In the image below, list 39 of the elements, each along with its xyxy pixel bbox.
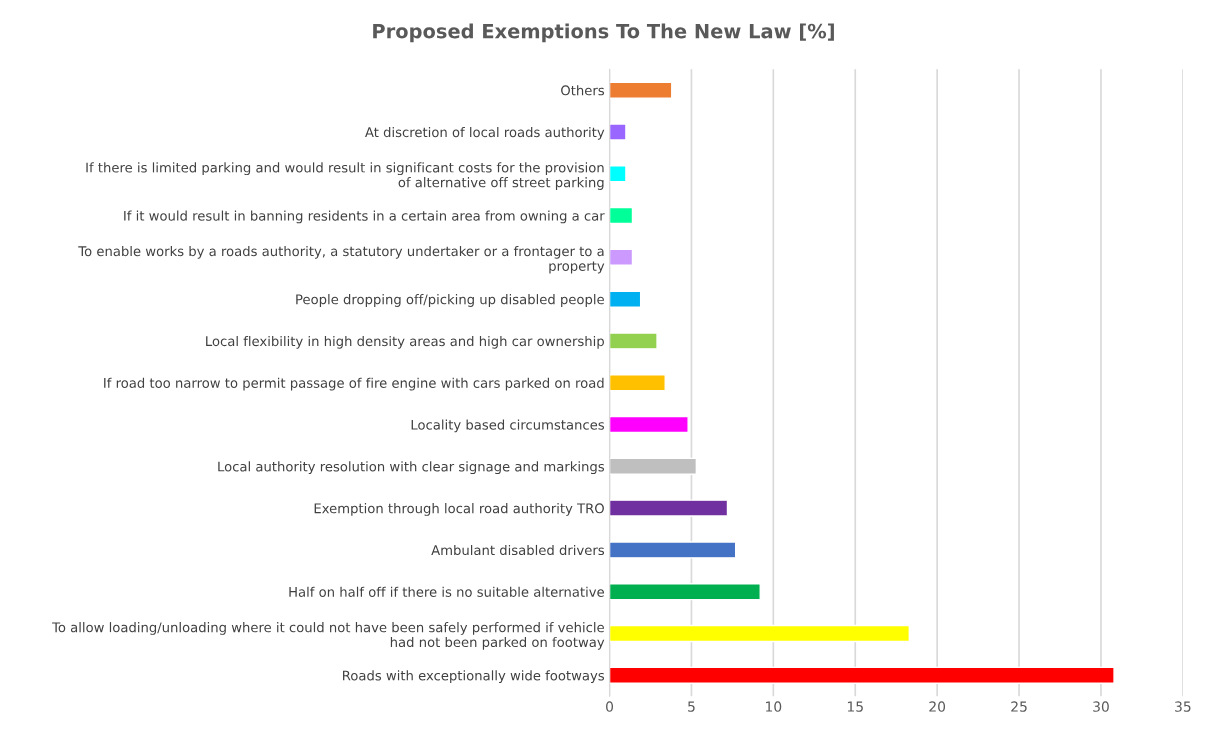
bar [609, 666, 1115, 684]
y-tick-label: At discretion of local roads authority [365, 126, 605, 140]
y-tick-label: Roads with exceptionally wide footways [343, 670, 605, 684]
bar [609, 583, 761, 601]
bar [609, 541, 737, 559]
bar [609, 332, 658, 350]
bar [609, 374, 666, 392]
y-tick-label: Half on half off if there is no suitable alternative [289, 586, 604, 597]
bar [609, 624, 910, 643]
bar [609, 415, 689, 434]
bar [609, 81, 673, 99]
bar [609, 165, 627, 183]
bar [609, 290, 642, 308]
x-tick-label: 5 [688, 701, 695, 712]
x-tick-label: 25 [1011, 701, 1027, 712]
y-tick-label: People dropping off/picking up disabled people [296, 294, 604, 307]
y-tick-label: Others [561, 85, 605, 96]
x-tick-label: 20 [929, 701, 946, 712]
x-tick-label: 35 [1175, 701, 1191, 712]
y-tick-label: Locality based circumstances [411, 419, 605, 433]
bar [609, 123, 627, 141]
y-tick-label: If there is limited parking and would result in significant costs for the provision of alternative off street parking [86, 162, 604, 190]
x-tick-label: 30 [1093, 701, 1109, 712]
bar [609, 457, 698, 475]
y-tick-label: Local flexibility in high density areas and high car ownership [206, 335, 604, 349]
bar [609, 248, 634, 266]
y-tick-label: If road too narrow to permit passage of fire engine with cars parked on road [104, 377, 604, 391]
y-tick-label: To allow loading/unloading where it could not have been safely performed if vehicle had not been parked on footway [52, 622, 605, 650]
y-tick-label: Exemption through local road authority TRO [314, 503, 604, 516]
y-tick-label: If it would result in banning residents in a certain area from owning a car [124, 210, 605, 224]
x-tick-label: 0 [606, 701, 614, 712]
y-tick-label: Local authority resolution with clear signage and markings [218, 461, 605, 475]
bar [609, 206, 634, 225]
y-tick-label: To enable works by a roads authority, a statutory undertaker or a frontager to a property [78, 245, 605, 274]
x-tick-label: 15 [847, 701, 863, 712]
bar [609, 499, 729, 517]
y-tick-label: Ambulant disabled drivers [431, 544, 605, 556]
chart-title: Proposed Exemptions To The New Law [%] [373, 23, 834, 43]
x-tick-label: 10 [766, 701, 782, 712]
